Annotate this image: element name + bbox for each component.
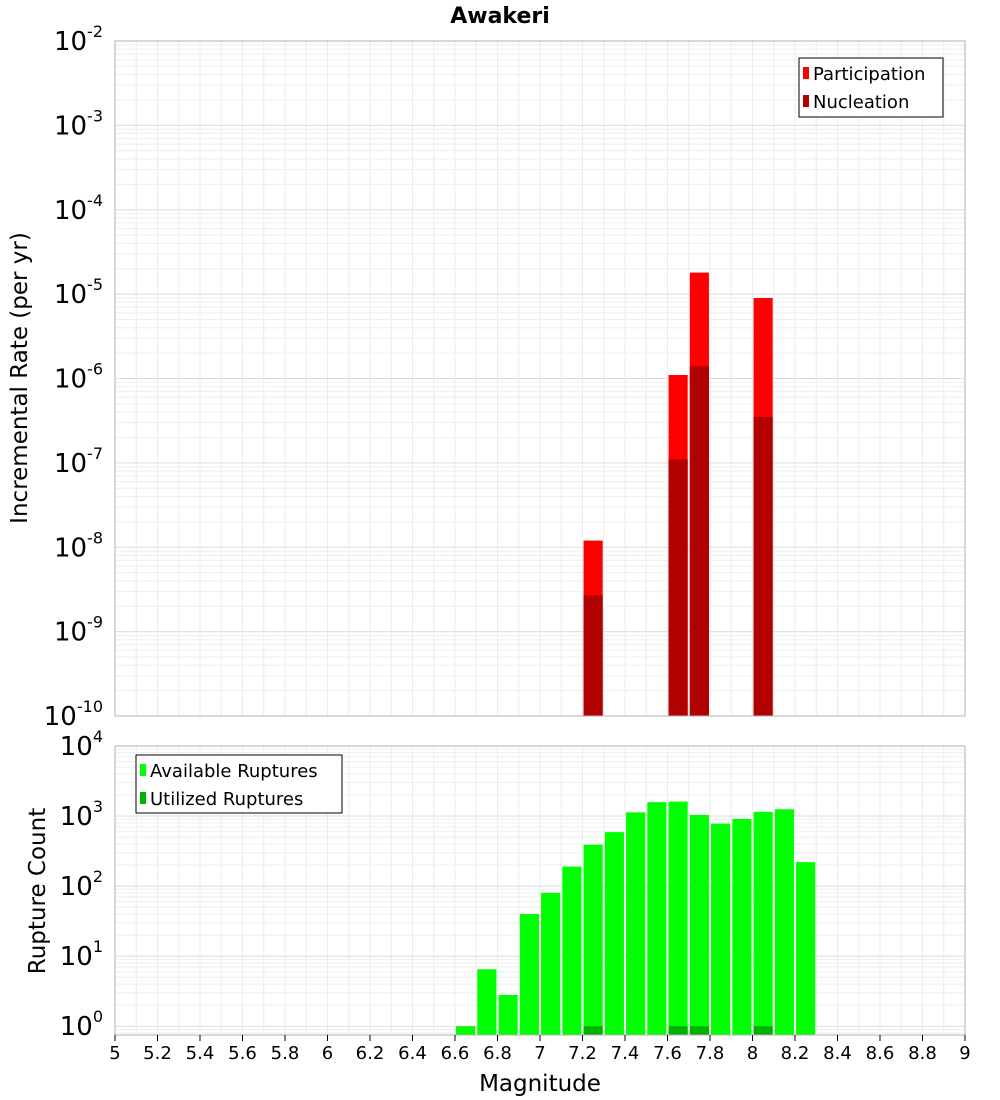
available-legend-swatch xyxy=(140,764,146,776)
rate-y-tick-label: 10-6 xyxy=(54,360,103,395)
available-ruptures-bar xyxy=(456,1026,476,1035)
x-tick-label: 7.6 xyxy=(653,1043,682,1064)
x-tick-label: 8.4 xyxy=(823,1043,852,1064)
x-tick-label: 6.8 xyxy=(483,1043,512,1064)
x-tick-label: 8 xyxy=(747,1043,758,1064)
x-tick-label: 7.2 xyxy=(568,1043,597,1064)
nucleation-bar xyxy=(753,416,773,716)
count-y-tick-label: 102 xyxy=(60,867,103,902)
available-ruptures-bar xyxy=(647,802,667,1035)
x-tick-label: 6.6 xyxy=(441,1043,470,1064)
participation-legend-label: Participation xyxy=(813,64,925,85)
available-legend-label: Available Ruptures xyxy=(150,761,318,782)
x-ticks: 5 5.2 5.4 5.6 5.8 6 6.2 6.4 6.6 6.8 7 7.2 7.4 7.6 7.8 8… xyxy=(109,1035,971,1064)
x-tick-label: 6.4 xyxy=(398,1043,427,1064)
rate-y-tick-label: 10-5 xyxy=(54,275,103,310)
rate-y-ticks: 10-10 10-9 10-8 10-7 10-6 10-5 10-4 10-3 10-2 xyxy=(44,22,103,732)
available-ruptures-bar xyxy=(562,866,582,1035)
available-ruptures-bar xyxy=(668,801,688,1035)
available-ruptures-bar xyxy=(604,832,624,1035)
nucleation-bar xyxy=(583,595,603,716)
available-ruptures-bar xyxy=(711,823,731,1035)
x-tick-label: 5.2 xyxy=(143,1043,172,1064)
participation-legend-swatch xyxy=(803,67,809,79)
rate-panel: 10-10 10-9 10-8 10-7 10-6 10-5 10-4 10-3 10-2 In… xyxy=(7,22,966,732)
count-bars xyxy=(456,801,816,1035)
x-tick-label: 8.8 xyxy=(908,1043,937,1064)
available-ruptures-bar xyxy=(541,892,561,1035)
rate-y-tick-label: 10-9 xyxy=(54,613,103,648)
rate-y-tick-label: 10-10 xyxy=(44,697,103,732)
count-y-tick-label: 104 xyxy=(60,727,103,762)
x-axis-label: Magnitude xyxy=(479,1071,601,1097)
rate-y-tick-label: 10-2 xyxy=(54,22,103,57)
rate-plot-frame xyxy=(114,40,966,717)
available-ruptures-bar xyxy=(498,994,518,1035)
x-tick-label: 7.8 xyxy=(696,1043,725,1064)
x-tick-label: 6.2 xyxy=(356,1043,385,1064)
x-tick-label: 9 xyxy=(959,1043,970,1064)
utilized-legend-swatch xyxy=(140,792,146,804)
nucleation-bar xyxy=(668,459,688,716)
rate-y-tick-label: 10-4 xyxy=(54,191,103,226)
x-tick-label: 5.6 xyxy=(228,1043,257,1064)
available-ruptures-bar xyxy=(796,862,816,1035)
chart-title: Awakeri xyxy=(450,4,550,29)
count-y-tick-label: 100 xyxy=(60,1007,103,1042)
available-ruptures-bar xyxy=(774,809,794,1035)
x-tick-label: 8.6 xyxy=(866,1043,895,1064)
x-tick-label: 7 xyxy=(534,1043,545,1064)
rate-grid xyxy=(114,40,966,717)
x-tick-label: 6 xyxy=(322,1043,333,1064)
rate-y-tick-label: 10-3 xyxy=(54,106,103,141)
utilized-ruptures-bar xyxy=(689,1026,709,1035)
nucleation-legend-swatch xyxy=(803,95,809,107)
rate-legend-box xyxy=(798,57,944,118)
utilized-ruptures-bar xyxy=(668,1026,688,1035)
x-tick-label: 8.2 xyxy=(781,1043,810,1064)
rate-y-axis-label: Incremental Rate (per yr) xyxy=(7,232,33,524)
available-ruptures-bar xyxy=(626,812,646,1035)
rate-y-tick-label: 10-8 xyxy=(54,528,103,563)
x-tick-label: 5 xyxy=(109,1043,120,1064)
utilized-ruptures-bar xyxy=(583,1026,603,1035)
rate-legend: Participation Nucleation xyxy=(798,57,944,118)
x-tick-label: 5.8 xyxy=(271,1043,300,1064)
available-ruptures-bar xyxy=(732,818,752,1035)
available-ruptures-bar xyxy=(519,914,539,1035)
count-y-axis-label: Rupture Count xyxy=(25,808,51,974)
x-tick-label: 5.4 xyxy=(186,1043,215,1064)
count-legend: Available Ruptures Utilized Ruptures xyxy=(135,754,343,814)
count-y-tick-label: 101 xyxy=(60,937,103,972)
count-legend-box xyxy=(135,754,343,814)
rate-y-tick-label: 10-7 xyxy=(54,444,103,479)
rate-bars xyxy=(583,272,773,716)
available-ruptures-bar xyxy=(477,969,497,1035)
count-y-ticks: 100 101 102 103 104 xyxy=(60,727,103,1042)
available-ruptures-bar xyxy=(753,811,773,1035)
utilized-legend-label: Utilized Ruptures xyxy=(150,789,303,810)
available-ruptures-bar xyxy=(583,844,603,1035)
count-panel: 100 101 102 103 104 5 5.2 5.4 5.6 5.8 6 6.2 6.4 6.6 6… xyxy=(25,727,971,1097)
count-y-tick-label: 103 xyxy=(60,797,103,832)
available-ruptures-bar xyxy=(689,814,709,1035)
nucleation-legend-label: Nucleation xyxy=(813,92,909,113)
nucleation-bar xyxy=(689,366,709,716)
x-tick-label: 7.4 xyxy=(611,1043,640,1064)
utilized-ruptures-bar xyxy=(753,1026,773,1035)
